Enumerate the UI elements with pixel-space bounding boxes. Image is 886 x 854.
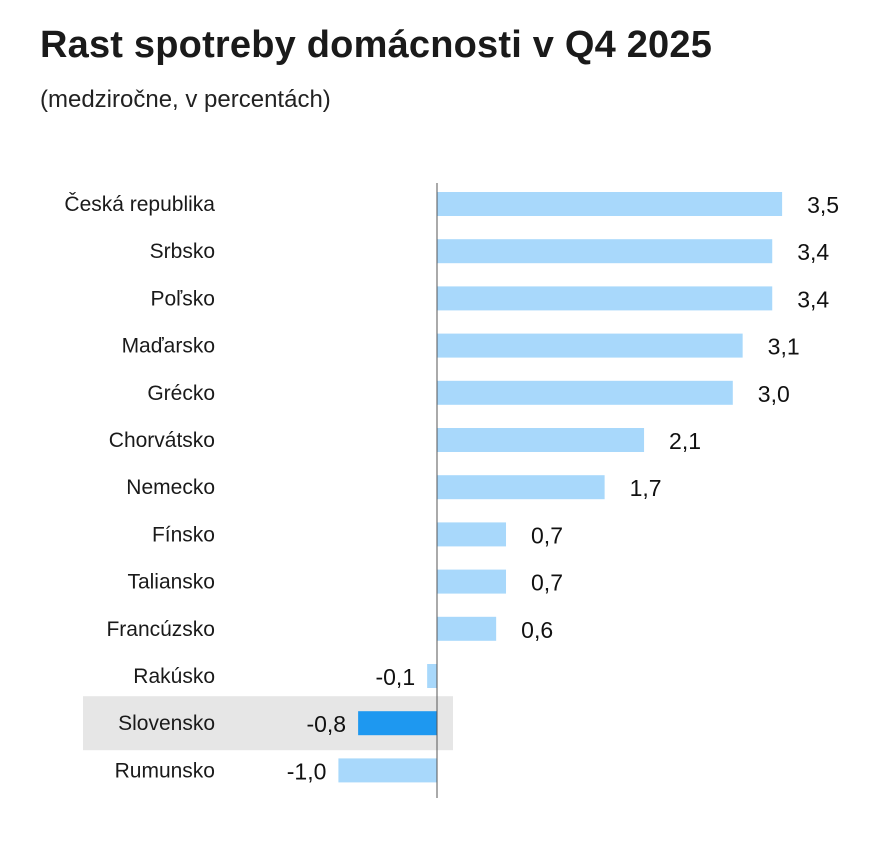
category-label: Taliansko (127, 571, 215, 594)
value-label: -0,8 (306, 711, 346, 737)
category-label: Nemecko (126, 476, 215, 499)
value-label: 3,5 (807, 192, 839, 218)
bar (427, 664, 437, 688)
chart-title: Rast spotreby domácnosti v Q4 2025 (40, 24, 713, 66)
value-label: -1,0 (287, 758, 327, 784)
value-label: 0,6 (521, 617, 553, 643)
value-label: 2,1 (669, 428, 701, 454)
value-label: 3,4 (797, 239, 829, 265)
bar (437, 192, 783, 216)
category-label: Srbsko (150, 240, 215, 263)
category-label: Maďarsko (122, 335, 215, 358)
category-label: Rumunsko (115, 759, 215, 782)
category-label: Slovensko (118, 712, 215, 735)
bar (437, 616, 497, 641)
value-label: 3,0 (758, 381, 790, 407)
bar (437, 569, 507, 594)
value-label: -0,1 (375, 664, 415, 690)
category-label: Fínsko (152, 523, 215, 546)
bar (338, 758, 437, 783)
bar (437, 428, 645, 452)
category-label: Chorvátsko (109, 429, 215, 452)
category-label: Rakúsko (133, 665, 215, 688)
value-label: 0,7 (531, 522, 563, 548)
bar (437, 522, 507, 547)
category-label: Grécko (147, 382, 215, 405)
bar (437, 333, 743, 358)
bar (437, 380, 733, 405)
value-label: 1,7 (630, 475, 662, 501)
chart-subtitle: (medziročne, v percentách) (40, 86, 331, 113)
bar (358, 711, 437, 736)
category-label: Poľsko (151, 287, 216, 310)
category-label: Česká republika (64, 193, 215, 216)
category-label: Francúzsko (106, 618, 215, 641)
bar (437, 239, 773, 264)
value-label: 0,7 (531, 570, 563, 596)
bar (437, 286, 773, 311)
value-label: 3,1 (768, 334, 800, 360)
value-label: 3,4 (797, 286, 829, 312)
bar (437, 475, 605, 500)
